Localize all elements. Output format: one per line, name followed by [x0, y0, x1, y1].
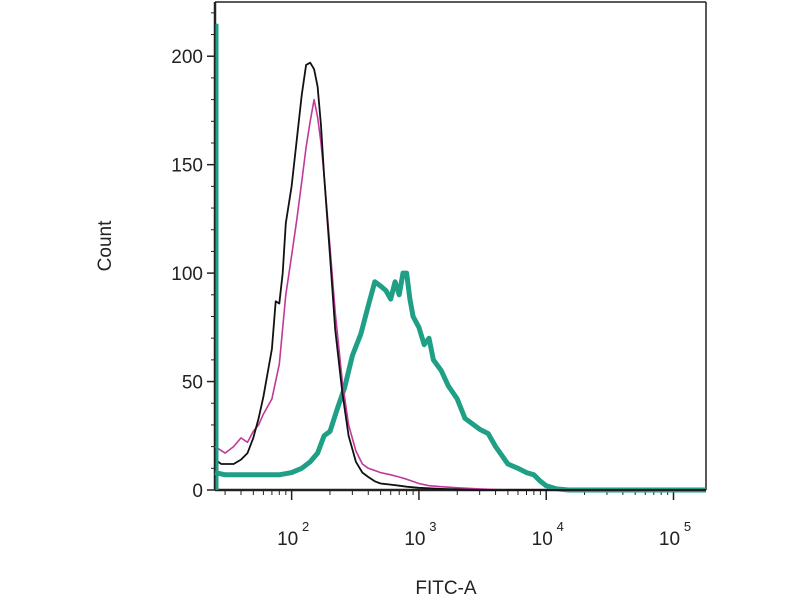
x-tick-base: 10	[532, 529, 553, 550]
x-tick-exponent: 2	[302, 519, 309, 534]
y-tick-label: 100	[171, 264, 203, 285]
y-tick-label: 200	[171, 47, 203, 68]
x-tick-exponent: 5	[684, 519, 691, 534]
x-tick-exponent: 4	[557, 519, 564, 534]
y-axis-title: Count	[95, 220, 116, 271]
x-tick-base: 10	[277, 529, 298, 550]
series-group	[214, 23, 706, 493]
x-tick-exponent: 3	[429, 519, 436, 534]
y-axis-ticks: 0 50 100 150 200	[171, 12, 215, 502]
series-line-teal	[214, 270, 706, 493]
x-tick-label: 10 4	[532, 519, 564, 550]
series-line-magenta	[214, 98, 706, 491]
x-axis-title: FITC-A	[415, 578, 477, 599]
x-axis-ticks: 10 2 10 3 10 4 10 5	[224, 490, 691, 550]
series-line-black	[214, 61, 706, 491]
y-tick-label: 50	[182, 373, 203, 394]
plot-frame	[213, 1, 707, 492]
x-tick-label: 10 3	[404, 519, 436, 550]
x-tick-base: 10	[404, 529, 425, 550]
y-tick-label: 150	[171, 156, 203, 177]
y-tick-label: 0	[192, 481, 203, 502]
x-tick-label: 10 5	[659, 519, 691, 550]
x-tick-label: 10 2	[277, 519, 309, 550]
x-tick-base: 10	[659, 529, 680, 550]
